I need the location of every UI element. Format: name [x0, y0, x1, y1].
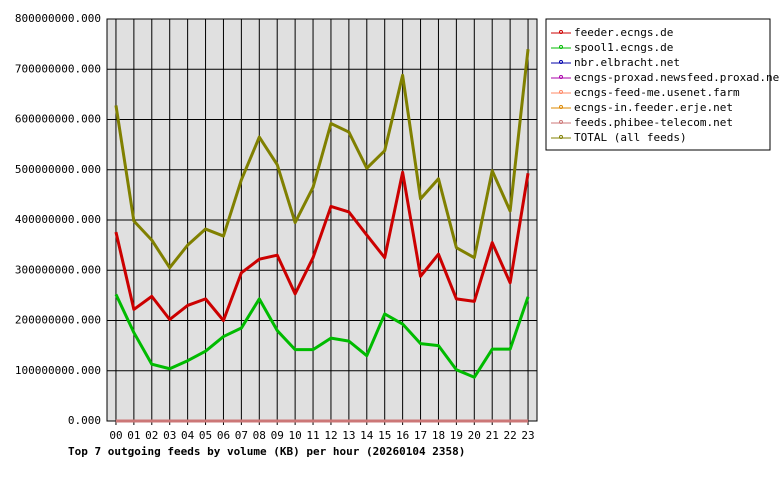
legend-marker — [559, 120, 563, 124]
x-tick-label: 13 — [342, 429, 355, 442]
y-tick-label: 300000000.000 — [15, 263, 101, 276]
chart-title: Top 7 outgoing feeds by volume (KB) per … — [68, 445, 465, 458]
y-tick-label: 100000000.000 — [15, 364, 101, 377]
legend-label: ecngs-feed-me.usenet.farm — [574, 86, 740, 99]
legend-box — [545, 18, 771, 151]
series-line — [114, 48, 530, 270]
x-tick-label: 21 — [486, 429, 499, 442]
x-tick-label: 15 — [378, 429, 391, 442]
y-tick-label: 200000000.000 — [15, 314, 101, 327]
x-tick-label: 00 — [109, 429, 122, 442]
legend-marker — [559, 60, 563, 64]
x-tick-label: 17 — [414, 429, 427, 442]
x-tick-label: 07 — [235, 429, 248, 442]
legend-marker — [559, 75, 563, 79]
series-line — [114, 293, 530, 379]
y-tick-label: 600000000.000 — [15, 113, 101, 126]
legend-label: feeder.ecngs.de — [574, 26, 673, 39]
x-tick-label: 23 — [521, 429, 534, 442]
y-tick-label: 400000000.000 — [15, 213, 101, 226]
x-tick-label: 19 — [450, 429, 463, 442]
x-tick-label: 02 — [145, 429, 158, 442]
x-tick-label: 01 — [127, 429, 140, 442]
x-tick-label: 22 — [504, 429, 517, 442]
legend-marker — [559, 45, 563, 49]
x-tick-label: 10 — [289, 429, 302, 442]
legend-label: ecngs-in.feeder.erje.net — [574, 101, 733, 114]
x-tick-label: 18 — [432, 429, 445, 442]
y-tick-label: 700000000.000 — [15, 62, 101, 75]
legend-label: feeds.phibee-telecom.net — [574, 116, 733, 129]
legend-marker — [559, 90, 563, 94]
x-tick-label: 08 — [253, 429, 266, 442]
y-tick-label: 800000000.000 — [15, 12, 101, 25]
x-tick-label: 09 — [271, 429, 284, 442]
x-tick-label: 12 — [324, 429, 337, 442]
x-tick-label: 05 — [199, 429, 212, 442]
legend-marker — [559, 105, 563, 109]
x-tick-label: 14 — [360, 429, 374, 442]
y-tick-label: 0.000 — [68, 414, 101, 427]
x-tick-label: 06 — [217, 429, 230, 442]
series-line — [114, 170, 530, 322]
legend-label: spool1.ecngs.de — [574, 41, 673, 54]
legend-label: ecngs-proxad.newsfeed.proxad.net — [574, 71, 780, 84]
x-tick-label: 11 — [306, 429, 319, 442]
legend-label: nbr.elbracht.net — [574, 56, 680, 69]
legend-marker — [559, 30, 563, 34]
x-tick-label: 04 — [181, 429, 195, 442]
y-tick-label: 500000000.000 — [15, 163, 101, 176]
x-tick-label: 16 — [396, 429, 409, 442]
x-tick-label: 03 — [163, 429, 176, 442]
legend-marker — [559, 135, 563, 139]
x-tick-label: 20 — [468, 429, 481, 442]
legend-label: TOTAL (all feeds) — [574, 131, 687, 144]
